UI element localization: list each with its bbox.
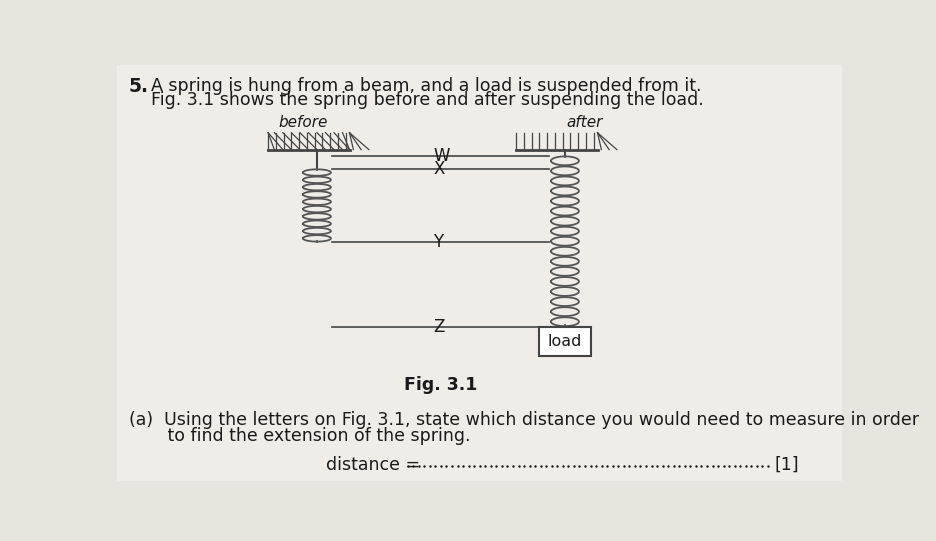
- Text: Fig. 3.1: Fig. 3.1: [404, 376, 477, 394]
- Text: 5.: 5.: [128, 77, 149, 96]
- Bar: [538, 327, 592, 356]
- Text: after: after: [566, 115, 603, 130]
- Text: Fig. 3.1 shows the spring before and after suspending the load.: Fig. 3.1 shows the spring before and aft…: [151, 91, 704, 109]
- Text: [1]: [1]: [774, 456, 798, 474]
- Text: (a)  Using the letters on Fig. 3.1, state which distance you would need to measu: (a) Using the letters on Fig. 3.1, state…: [128, 411, 918, 430]
- FancyBboxPatch shape: [117, 65, 842, 481]
- Text: W: W: [433, 147, 449, 165]
- Text: distance =: distance =: [327, 456, 426, 474]
- Text: before: before: [278, 115, 328, 130]
- Text: A spring is hung from a beam, and a load is suspended from it.: A spring is hung from a beam, and a load…: [151, 77, 702, 95]
- Text: load: load: [548, 334, 582, 349]
- Text: Z: Z: [433, 318, 445, 336]
- Text: Y: Y: [433, 233, 444, 251]
- Text: X: X: [433, 160, 445, 178]
- Text: to find the extension of the spring.: to find the extension of the spring.: [128, 427, 470, 445]
